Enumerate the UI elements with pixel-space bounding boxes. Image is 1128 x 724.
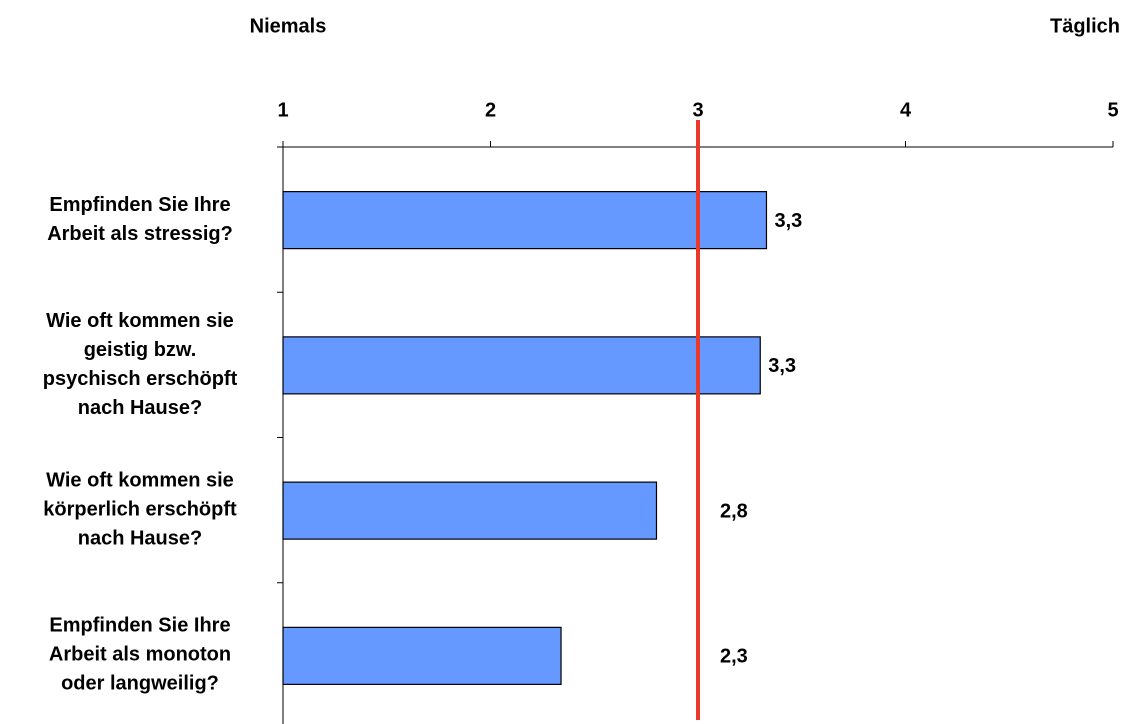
category-label: Wie oft kommen sie geistig bzw. psychisc… [42, 309, 238, 419]
x-tick-label: 5 [1107, 99, 1118, 121]
category-label: Wie oft kommen sie körperlich erschöpft … [43, 469, 237, 550]
annotation-right: Täglich [1050, 15, 1120, 37]
annotation-left: Niemals [250, 15, 327, 37]
value-label: 3,3 [768, 355, 796, 377]
x-tick-label: 4 [900, 99, 912, 121]
x-tick-label: 3 [692, 99, 703, 121]
value-label: 3,3 [774, 210, 802, 232]
bar [282, 191, 768, 250]
x-tick-label: 1 [277, 99, 288, 121]
bar [282, 336, 761, 395]
value-label: 2,3 [720, 646, 748, 668]
category-label: Empfinden Sie Ihre Arbeit als stressig? [47, 193, 233, 245]
x-tick-label: 2 [485, 99, 496, 121]
bar [282, 626, 562, 685]
bar [282, 481, 658, 540]
value-label: 2,8 [720, 500, 748, 522]
category-label: Empfinden Sie Ihre Arbeit als monoton od… [48, 614, 232, 695]
